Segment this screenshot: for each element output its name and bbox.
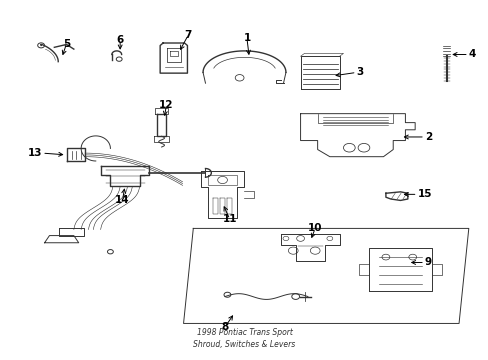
Text: 13: 13 [28, 148, 42, 158]
Text: 10: 10 [307, 224, 322, 233]
Text: 1: 1 [243, 33, 250, 43]
Text: 4: 4 [468, 49, 475, 59]
Text: 7: 7 [184, 30, 192, 40]
Text: 14: 14 [115, 195, 130, 205]
Text: 15: 15 [417, 189, 431, 199]
Text: 9: 9 [424, 257, 431, 267]
Text: 5: 5 [63, 39, 70, 49]
Text: 6: 6 [116, 35, 123, 45]
Text: 12: 12 [159, 100, 173, 110]
Text: 3: 3 [356, 67, 363, 77]
Text: 2: 2 [424, 132, 431, 142]
Text: 11: 11 [222, 215, 237, 224]
Text: 1998 Pontiac Trans Sport
Shroud, Switches & Levers: 1998 Pontiac Trans Sport Shroud, Switche… [193, 328, 295, 349]
Text: 8: 8 [221, 322, 228, 332]
